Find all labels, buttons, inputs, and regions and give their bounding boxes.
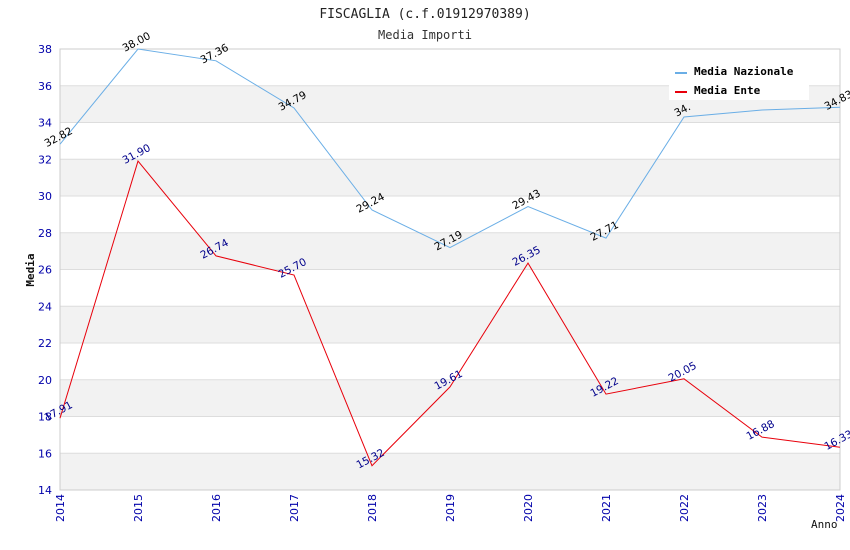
grid-band xyxy=(60,232,840,270)
y-tick-label: 18 xyxy=(38,411,52,424)
y-tick-label: 30 xyxy=(38,190,52,203)
y-tick-label: 36 xyxy=(38,80,52,93)
y-tick-label: 38 xyxy=(38,43,52,56)
x-tick-label: 2024 xyxy=(834,494,847,522)
legend: Media Nazionale Media Ente xyxy=(669,60,809,100)
x-tick-label: 2017 xyxy=(288,494,301,522)
chart-title: FISCAGLIA (c.f.01912970389) xyxy=(319,7,530,22)
y-tick-label: 22 xyxy=(38,337,52,350)
grid-bands xyxy=(60,85,840,490)
series-line-nazionale xyxy=(59,48,841,249)
x-tick-label: 2020 xyxy=(522,494,535,522)
y-tick-label: 26 xyxy=(38,264,52,277)
chart-subtitle: Media Importi xyxy=(378,28,472,42)
grid-band xyxy=(60,453,840,490)
legend-box xyxy=(669,60,809,100)
x-tick-label: 2014 xyxy=(54,494,67,522)
x-tick-label: 2018 xyxy=(366,494,379,522)
grid-band xyxy=(60,306,840,343)
x-tick-label: 2023 xyxy=(756,494,769,522)
grid-band xyxy=(60,159,840,196)
x-tick-label: 2015 xyxy=(132,494,145,522)
x-tick-label: 2019 xyxy=(444,494,457,522)
x-tick-label: 2021 xyxy=(600,494,613,522)
data-label: 16.88 xyxy=(745,418,777,443)
y-tick-label: 32 xyxy=(38,153,52,166)
series-line-ente xyxy=(59,160,841,467)
x-axis-label: Anno xyxy=(811,518,838,531)
y-axis-ticks: 14 16 18 20 22 24 26 28 30 32 34 36 38 xyxy=(38,43,52,497)
x-tick-label: 2016 xyxy=(210,494,223,522)
x-axis-ticks: 2014 2015 2016 2017 2018 2019 2020 2021 2022 2023… xyxy=(54,494,847,522)
y-tick-label: 16 xyxy=(38,447,52,460)
y-tick-label: 24 xyxy=(38,300,52,313)
data-label: 17.91 xyxy=(43,399,75,424)
legend-label-nazionale: Media Nazionale xyxy=(694,65,794,78)
x-tick-label: 2022 xyxy=(678,494,691,522)
y-tick-label: 28 xyxy=(38,227,52,240)
series-layer xyxy=(59,48,841,467)
plot-frame xyxy=(59,48,841,491)
y-axis-label: Media xyxy=(24,253,37,286)
y-tick-label: 14 xyxy=(38,484,52,497)
legend-label-ente: Media Ente xyxy=(694,84,761,97)
data-label: 37.36 xyxy=(199,42,231,67)
y-tick-label: 20 xyxy=(38,374,52,387)
y-tick-label: 34 xyxy=(38,117,52,130)
data-label: 16.33 xyxy=(823,428,850,453)
